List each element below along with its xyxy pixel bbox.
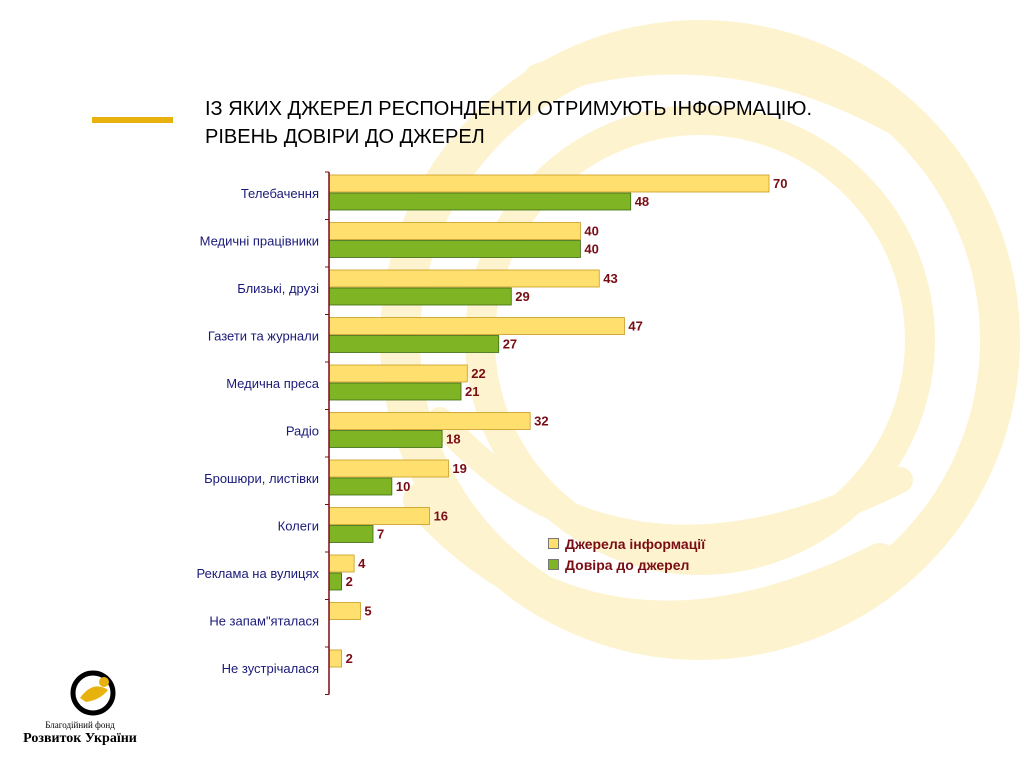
legend-item-series-2: Довіра до джерел <box>548 554 705 575</box>
bar-series-1 <box>328 507 430 525</box>
category-label: Не зустрічалася <box>222 661 319 676</box>
value-label-series-2: 40 <box>584 242 598 257</box>
category-label: Радіо <box>286 424 319 439</box>
value-label-series-2: 18 <box>446 432 460 447</box>
bar-series-1 <box>328 459 449 478</box>
legend-item-series-1: Джерела інформації <box>548 533 705 554</box>
legend-label-series-2: Довіра до джерел <box>565 556 690 573</box>
bar-series-1 <box>328 317 625 335</box>
bar-series-2 <box>328 430 443 448</box>
value-label-series-1: 5 <box>364 604 371 619</box>
legend-swatch-series-2 <box>548 559 559 570</box>
foundation-logo: Благодійний фонд Розвиток України <box>20 668 140 758</box>
value-label-series-1: 16 <box>434 509 448 524</box>
value-label-series-2: 21 <box>465 384 479 399</box>
value-label-series-1: 32 <box>534 414 548 429</box>
bar-series-2 <box>328 477 393 496</box>
bar-series-2 <box>328 287 512 306</box>
title-accent-line <box>92 117 173 123</box>
value-label-series-1: 2 <box>346 651 353 666</box>
value-label-series-2: 7 <box>377 527 384 542</box>
category-label: Не запам"яталася <box>209 614 319 629</box>
value-label-series-2: 27 <box>503 337 517 352</box>
value-label-series-2: 29 <box>515 289 529 304</box>
bar-series-2 <box>328 240 581 258</box>
category-label: Газети та журнали <box>208 329 319 344</box>
bar-series-1 <box>328 222 581 240</box>
bar-series-2 <box>328 335 500 353</box>
category-label: Близькі, друзі <box>237 281 319 296</box>
bar-series-2 <box>328 192 632 211</box>
bar-series-1 <box>328 602 361 620</box>
legend-label-series-1: Джерела інформації <box>565 535 706 552</box>
value-label-series-2: 2 <box>346 574 353 589</box>
category-label: Медичні працівники <box>200 234 319 249</box>
value-label-series-1: 4 <box>358 556 366 571</box>
logo-title: Розвиток України <box>23 731 137 746</box>
value-label-series-1: 19 <box>452 461 466 476</box>
title-line-2: РІВЕНЬ ДОВІРИ ДО ДЖЕРЕЛ <box>205 126 485 148</box>
bar-series-1 <box>328 649 342 668</box>
bar-series-2 <box>328 382 462 401</box>
legend-swatch-series-1 <box>548 538 559 549</box>
category-label: Реклама на вулицях <box>197 566 320 581</box>
value-label-series-2: 48 <box>635 194 649 209</box>
page-title: ІЗ ЯКИХ ДЖЕРЕЛ РЕСПОНДЕНТИ ОТРИМУЮТЬ ІНФ… <box>205 95 965 151</box>
value-label-series-2: 10 <box>396 479 410 494</box>
value-label-series-1: 40 <box>584 224 598 239</box>
bar-series-1 <box>328 269 600 288</box>
chart-legend: Джерела інформації Довіра до джерел <box>548 533 705 575</box>
value-label-series-1: 47 <box>628 319 642 334</box>
dove-logo-icon <box>70 670 116 716</box>
value-label-series-1: 43 <box>603 271 617 286</box>
bar-series-1 <box>328 174 770 193</box>
category-label: Колеги <box>278 519 319 534</box>
category-label: Медична преса <box>226 376 320 391</box>
category-label: Брошюри, листівки <box>204 471 319 486</box>
bar-series-1 <box>328 412 531 430</box>
bar-series-2 <box>328 572 342 591</box>
value-label-series-1: 70 <box>773 176 787 191</box>
title-line-1: ІЗ ЯКИХ ДЖЕРЕЛ РЕСПОНДЕНТИ ОТРИМУЮТЬ ІНФ… <box>205 98 813 120</box>
category-label: Телебачення <box>241 186 319 201</box>
value-label-series-1: 22 <box>471 366 485 381</box>
bar-series-1 <box>328 364 468 383</box>
bar-series-2 <box>328 525 374 543</box>
logo-subtitle: Благодійний фонд <box>45 720 115 730</box>
bar-series-1 <box>328 554 355 573</box>
